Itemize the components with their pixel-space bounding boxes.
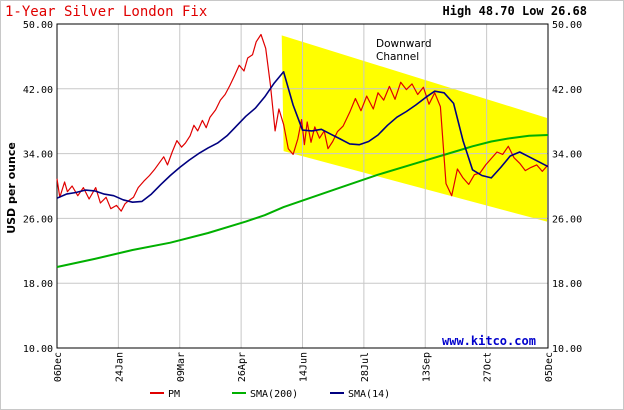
y-axis-left-ticks: 50.00 42.00 34.00 26.00 18.00 10.00 (23, 20, 53, 355)
chart-title: 1-Year Silver London Fix (5, 4, 208, 20)
series-lines (56, 33, 549, 268)
y-tick-label-right: 42.00 (552, 85, 582, 96)
x-axis-ticks: 06Dec 24Jan 09Mar 26Apr 14Jun 28Jul 13Sep 27Oct… (53, 352, 555, 382)
channel-annotation-line1: Downward (376, 38, 432, 50)
chart-legend: PM SMA(200) SMA(14) (150, 389, 390, 400)
x-tick-label: 14Jun (299, 352, 310, 382)
kitco-watermark: www.kitco.com (442, 334, 536, 348)
y-tick-label-left: 50.00 (23, 20, 53, 31)
y-axis-right-ticks: 50.00 42.00 34.00 26.00 18.00 10.00 (552, 20, 582, 355)
channel-annotation-line2: Channel (376, 51, 419, 63)
y-tick-label-left: 10.00 (23, 344, 53, 355)
legend-label: SMA(14) (348, 389, 390, 400)
chart-grid (57, 24, 548, 348)
x-tick-label: 05Dec (544, 352, 555, 382)
y-tick-label-left: 34.00 (23, 150, 53, 161)
x-tick-label: 13Sep (421, 352, 432, 382)
series-line-sma-14 (56, 71, 549, 203)
y-axis-label: USD per ounce (5, 142, 18, 234)
series-line-sma-200 (56, 134, 549, 268)
y-tick-label-right: 10.00 (552, 344, 582, 355)
series-line-pm (56, 33, 549, 212)
legend-label: PM (168, 389, 180, 400)
y-tick-label-left: 42.00 (23, 85, 53, 96)
x-tick-label: 28Jul (360, 352, 371, 382)
x-tick-label: 06Dec (53, 352, 64, 382)
legend-label: SMA(200) (250, 389, 298, 400)
y-tick-label-left: 26.00 (23, 214, 53, 225)
x-tick-label: 26Apr (237, 352, 248, 382)
x-tick-label: 27Oct (483, 352, 494, 382)
y-tick-label-left: 18.00 (23, 279, 53, 290)
y-tick-label-right: 26.00 (552, 214, 582, 225)
plot-area (56, 23, 549, 349)
x-tick-label: 24Jan (114, 352, 125, 382)
high-low-readout: High 48.70 Low 26.68 (442, 4, 588, 18)
y-tick-label-right: 50.00 (552, 20, 582, 31)
y-tick-label-right: 18.00 (552, 279, 582, 290)
x-tick-label: 09Mar (176, 352, 187, 382)
y-tick-label-right: 34.00 (552, 150, 582, 161)
